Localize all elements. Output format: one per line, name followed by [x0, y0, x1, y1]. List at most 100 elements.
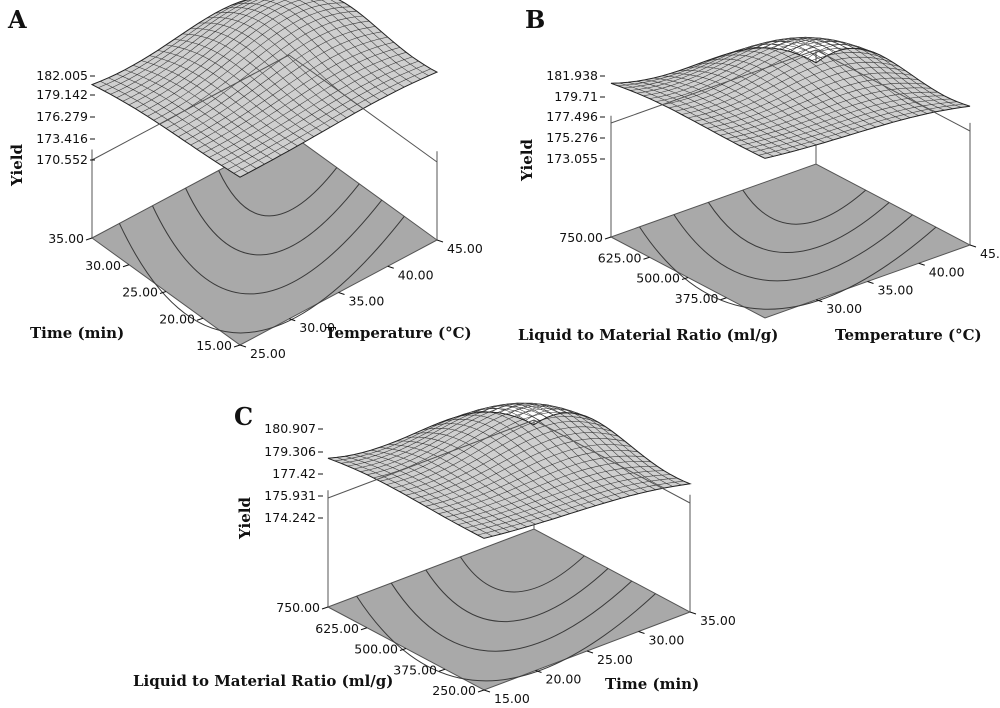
mesh-line [190, 36, 388, 146]
z-axis-title: Yield [236, 497, 254, 540]
mesh-line [694, 61, 900, 122]
contour-line [707, 202, 890, 254]
y-tick-label: 15.00 [494, 691, 530, 706]
mesh-line [215, 56, 413, 162]
x-tick-mark [159, 291, 167, 294]
mesh-line [687, 56, 894, 119]
z-tick-label: 177.42 [272, 466, 316, 481]
y-tick-label: 20.00 [546, 672, 582, 687]
mesh-line [623, 41, 829, 89]
response-surface [90, 0, 439, 178]
y-tick-mark [867, 281, 874, 284]
x-axis-title: Liquid to Material Ratio (ml/g) [518, 326, 778, 344]
mesh-line [451, 466, 658, 522]
panel-a: 15.0020.0025.0030.0035.0025.0030.0035.00… [7, 0, 483, 361]
mesh-line [732, 91, 938, 143]
y-tick-label: 35.00 [878, 283, 914, 298]
mesh-line [418, 438, 626, 503]
y-tick-label: 45.00 [447, 241, 483, 256]
x-tick-mark [681, 277, 689, 280]
y-tick-mark [387, 265, 394, 269]
y-axis-title: Temperature (°C) [835, 326, 982, 344]
panel-c: 250.00 375.00 500.00 625.00 750.00 15.00 20.00… [133, 402, 736, 706]
y-axis-title: Temperature (°C) [325, 324, 472, 342]
mesh-line [477, 480, 684, 536]
contour-line [639, 226, 937, 310]
x-tick-label: 375.00 [675, 291, 719, 306]
x-axis-title: Time (min) [30, 324, 124, 342]
y-tick-mark [918, 262, 925, 266]
z-tick-label: 179.71 [554, 89, 598, 104]
x-tick-label: 375.00 [393, 662, 437, 677]
mesh-line [178, 26, 376, 137]
mesh-line [386, 411, 593, 485]
z-tick-label: 173.416 [36, 131, 88, 146]
mesh-line [720, 82, 926, 136]
contour-line [356, 593, 656, 682]
y-tick-mark [289, 318, 296, 322]
mesh-line [239, 71, 438, 178]
contour-line [425, 568, 609, 623]
mesh-line [655, 38, 862, 102]
z-tick-label: 179.306 [264, 444, 316, 459]
x-tick-label: 25.00 [122, 285, 158, 300]
y-tick-mark [816, 299, 823, 303]
contour-line [118, 216, 405, 334]
contour-line [152, 199, 383, 295]
mesh-line [128, 0, 287, 106]
z-tick-label: 180.907 [264, 421, 316, 436]
panel-letter: A [7, 5, 27, 34]
z-tick-label: 174.242 [264, 510, 316, 525]
contour-line [390, 580, 633, 652]
x-tick-mark [321, 606, 329, 610]
y-axis-title: Time (min) [605, 675, 699, 693]
mesh-line [425, 444, 632, 507]
surface-mesh [91, 0, 438, 178]
mesh-line [470, 477, 678, 532]
mesh-line [662, 41, 868, 105]
y-tick-mark [338, 292, 345, 295]
y-tick-mark [638, 631, 645, 634]
contour-line [185, 183, 360, 256]
mesh-line [184, 31, 382, 142]
floor-plane [326, 528, 692, 691]
mesh-line [360, 402, 567, 472]
mesh-line [379, 408, 587, 482]
x-tick-mark [360, 627, 368, 631]
y-tick-mark [436, 239, 444, 243]
mesh-line [726, 87, 932, 139]
box-top-edge [815, 49, 971, 132]
y-tick-label: 30.00 [826, 301, 862, 316]
x-tick-mark [233, 344, 241, 348]
mesh-line [464, 474, 671, 529]
mesh-line [675, 47, 881, 112]
z-tick-label: 177.496 [546, 109, 598, 124]
surface-mesh [327, 402, 691, 539]
x-tick-label: 20.00 [159, 311, 195, 326]
mesh-line [630, 38, 836, 91]
x-tick-label: 625.00 [315, 621, 359, 636]
mesh-line [707, 72, 913, 129]
y-tick-mark [535, 670, 542, 673]
mesh-line [681, 52, 887, 115]
x-tick-label: 750.00 [276, 600, 320, 615]
y-tick-label: 35.00 [700, 613, 736, 628]
z-axis-title: Yield [518, 139, 536, 182]
mesh-line [141, 0, 326, 113]
z-tick-label: 173.055 [546, 151, 598, 166]
contour-line [742, 189, 867, 225]
mesh-line [159, 10, 357, 125]
x-tick-mark [85, 237, 93, 241]
mesh-line [713, 77, 919, 133]
z-axis-title: Yield [8, 144, 26, 187]
x-tick-mark [196, 317, 204, 321]
mesh-line [104, 0, 253, 92]
y-tick-label: 40.00 [398, 267, 434, 282]
y-tick-label: 25.00 [250, 346, 286, 361]
mesh-line [457, 470, 665, 525]
y-tick-mark [969, 244, 977, 248]
z-tick-label: 175.276 [546, 130, 598, 145]
mesh-line [745, 98, 951, 150]
mesh-line [227, 64, 425, 170]
z-tick-label: 179.142 [36, 87, 88, 102]
